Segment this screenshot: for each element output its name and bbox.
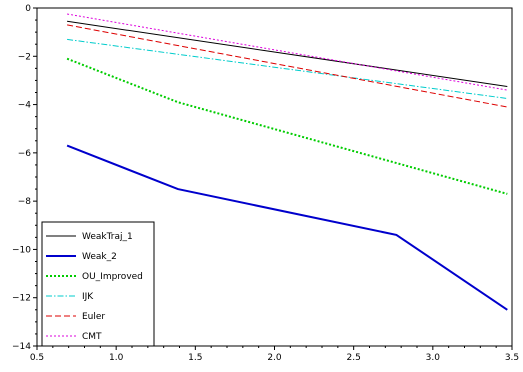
legend-label: Euler — [82, 312, 105, 322]
axis-ticks — [33, 7, 513, 350]
x-tick-label: 3.5 — [505, 353, 519, 363]
y-tick-label: −12 — [12, 294, 31, 304]
x-tick-label: 2.0 — [267, 353, 282, 363]
series-line-weak-2 — [66, 144, 508, 311]
legend: WeakTraj_1 Weak_2 OU_Improved IJK Euler CMT — [41, 221, 155, 347]
axis-tick-labels: 0.5 1.0 1.5 2.0 2.5 3.0 3.5 0 −2 −4 −6 −8 −10 −12 −14 — [12, 4, 519, 363]
legend-label: OU_Improved — [82, 272, 143, 282]
legend-label: Weak_2 — [82, 252, 117, 262]
legend-label: WeakTraj_1 — [82, 232, 133, 242]
y-tick-label: −6 — [18, 149, 32, 159]
legend-label: CMT — [82, 332, 102, 342]
legend-box — [41, 221, 155, 347]
y-tick-label: −10 — [12, 245, 31, 255]
legend-label: IJK — [82, 292, 94, 302]
y-tick-label: −14 — [12, 342, 31, 352]
x-tick-label: 0.5 — [30, 353, 44, 363]
y-tick-label: −8 — [18, 197, 32, 207]
series-line-ijk — [67, 38, 508, 99]
series-line-weaktraj-1 — [67, 20, 508, 87]
x-tick-label: 2.5 — [347, 353, 361, 363]
x-tick-label: 1.5 — [188, 353, 202, 363]
series-line-euler — [67, 24, 508, 108]
series-line-cmt — [67, 13, 508, 91]
x-tick-label: 1.0 — [109, 353, 124, 363]
y-tick-label: 0 — [25, 4, 31, 14]
series-lines — [66, 13, 508, 311]
x-tick-label: 3.0 — [426, 353, 441, 363]
y-tick-label: −2 — [18, 52, 31, 62]
y-tick-label: −4 — [18, 101, 32, 111]
